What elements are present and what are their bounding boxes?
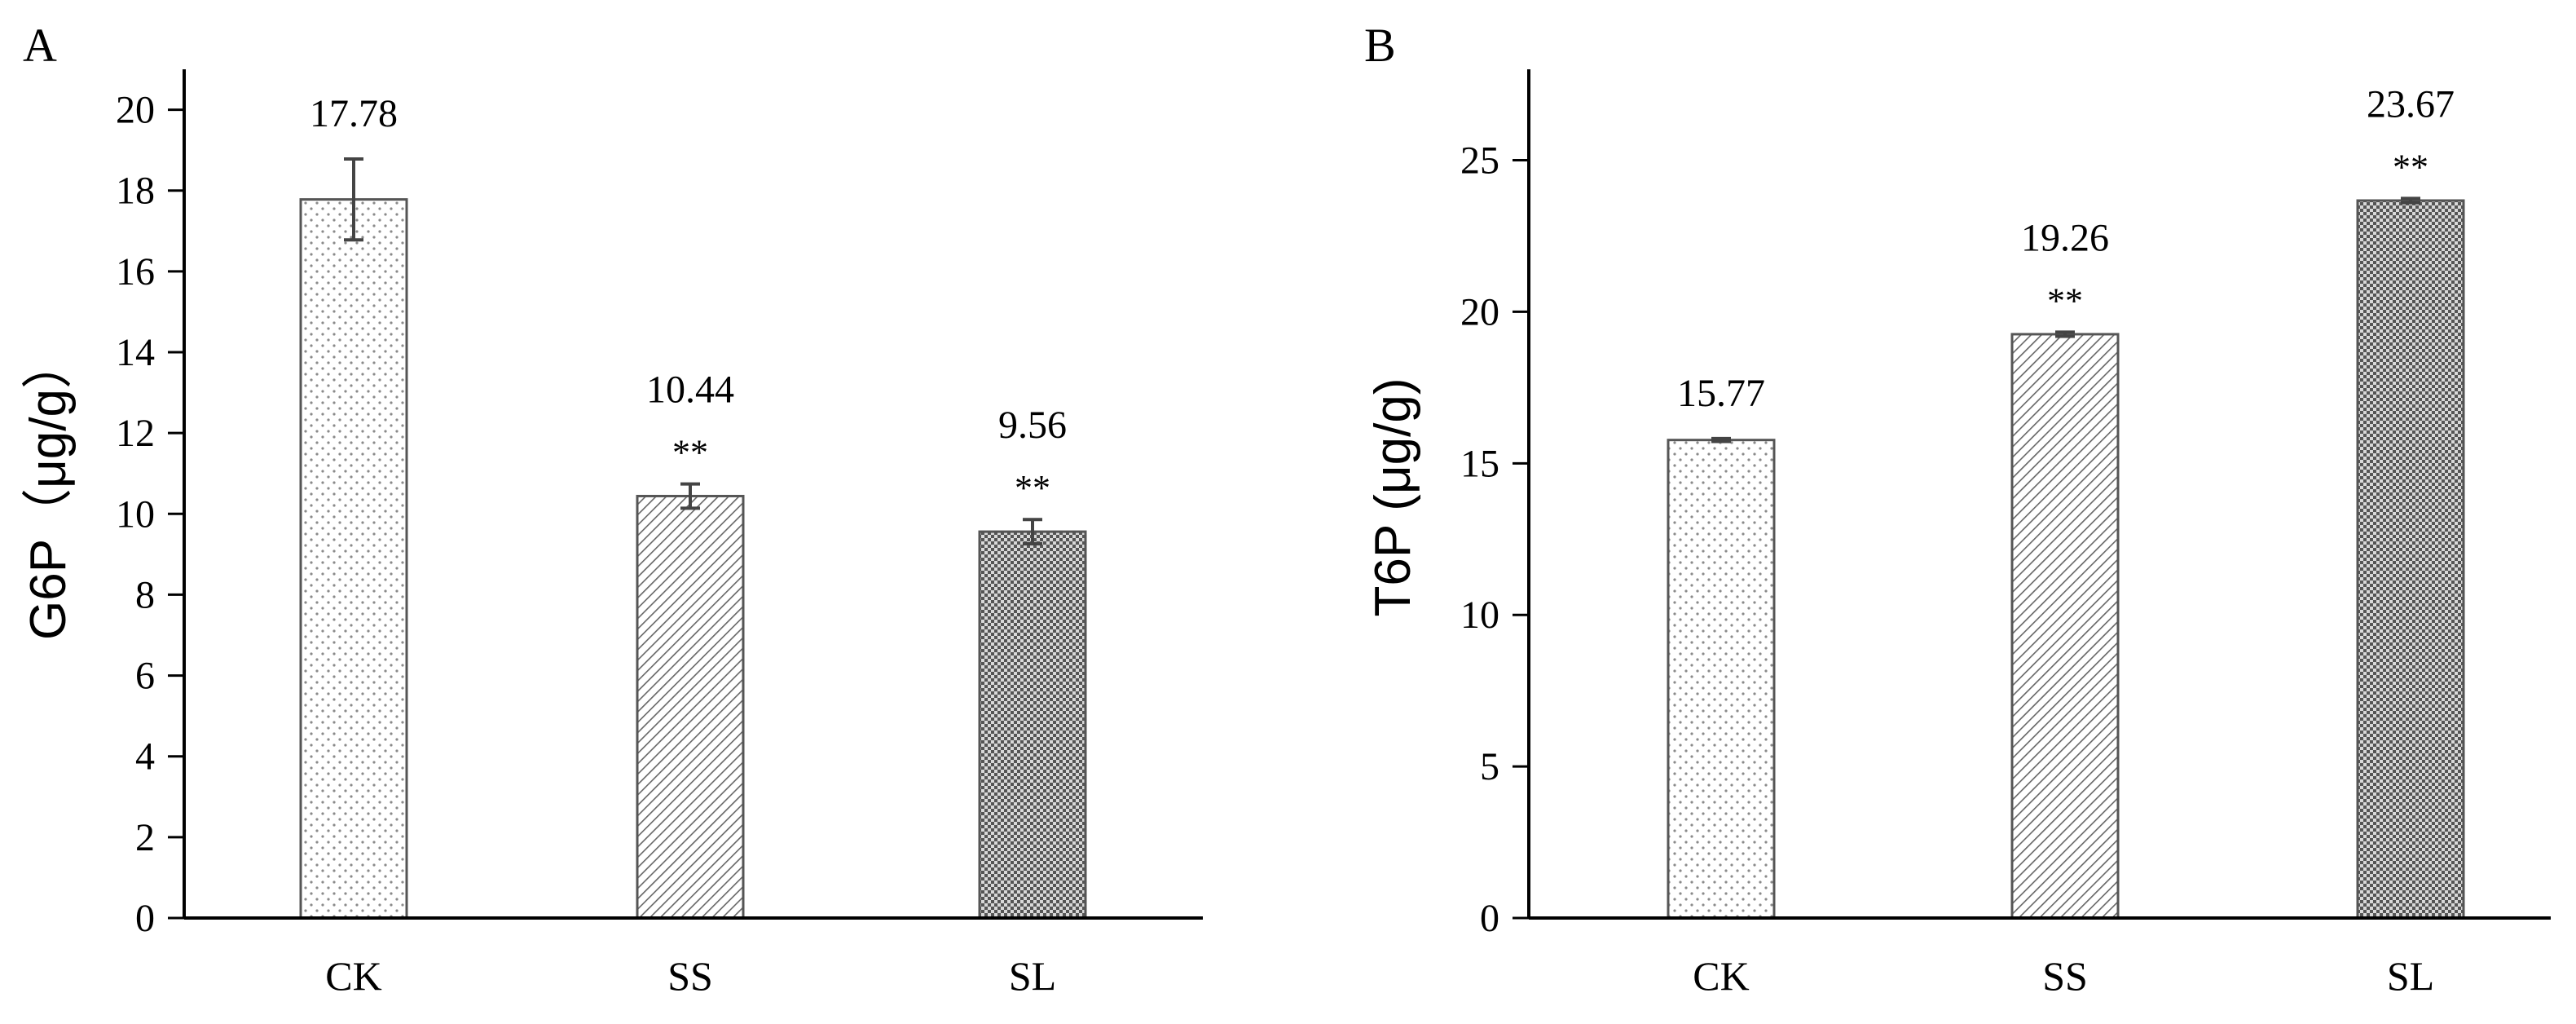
panel-b-bar-ck [1667, 439, 1776, 920]
panel-a-y-tick-label: 4 [135, 735, 155, 779]
panel-a-category-label: SS [667, 953, 713, 999]
panel-a-category-label: SL [1009, 953, 1056, 999]
panel-a-y-tick-label: 14 [116, 331, 155, 374]
panel-a-y-tick-label: 6 [135, 655, 155, 698]
panel-a-value-label: 17.78 [310, 92, 398, 135]
panel-a-label: A [23, 19, 57, 72]
panel-a-y-tick-label: 2 [135, 816, 155, 859]
panel-b-category-label: CK [1693, 953, 1749, 999]
panel-b-error-bar [2055, 330, 2075, 338]
panel-a-error-bar [680, 482, 700, 510]
panel-b-y-tick-label: 0 [1480, 897, 1499, 940]
panel-b-category-label: SL [2387, 953, 2434, 999]
panel-b-y-tick-label: 20 [1460, 290, 1499, 333]
panel-b-error-bar [2401, 196, 2420, 205]
panel-a-error-bar [1023, 518, 1042, 545]
panel-b-significance-mark: ** [2047, 280, 2083, 320]
panel-a-y-tick-label: 16 [116, 250, 155, 294]
panel-b-y-tick-label: 15 [1460, 442, 1499, 485]
panel-b-bar-sl [2356, 199, 2465, 920]
panel-b-chart: B T6P (μg/g) 0 5 10 15 20 25 15.77 CK ** 19.26 SS… [1364, 19, 2551, 999]
panel-a-y-ticks: 0 2 4 6 8 10 12 14 16 18 20 [116, 89, 184, 940]
panel-a-bar-sl [978, 530, 1087, 920]
panel-a-y-tick-label: 12 [116, 412, 155, 455]
panel-b-y-tick-label: 25 [1460, 139, 1499, 183]
panel-b-y-tick-label: 5 [1480, 745, 1499, 788]
panel-a-y-axis-title: G6P（μg/g） [20, 338, 77, 640]
panel-b-value-label: 19.26 [2021, 216, 2109, 259]
panel-a-bar-ss [636, 494, 745, 920]
panel-a-y-tick-label: 18 [116, 170, 155, 213]
panel-b-value-label: 15.77 [1677, 372, 1765, 415]
panel-a-significance-mark: ** [672, 433, 708, 473]
panel-b-bar-ss [2010, 333, 2120, 920]
panel-b-significance-mark: ** [2393, 147, 2428, 187]
panel-a-value-label: 9.56 [998, 404, 1067, 447]
panel-a-y-tick-label: 8 [135, 573, 155, 616]
panel-a-category-label: CK [325, 953, 381, 999]
panel-a-value-label: 10.44 [646, 369, 734, 412]
panel-b-y-ticks: 0 5 10 15 20 25 [1460, 139, 1529, 940]
panel-a-y-tick-label: 20 [116, 89, 155, 132]
panel-b-value-label: 23.67 [2367, 82, 2455, 126]
panel-a-error-bar [344, 157, 363, 242]
panel-b-label: B [1364, 19, 1396, 72]
panel-a-y-tick-label: 10 [116, 492, 155, 536]
panel-b-bars: 15.77 CK ** 19.26 SS ** 23.67 SL [1667, 82, 2465, 999]
panel-b-y-tick-label: 10 [1460, 594, 1499, 637]
panel-b-y-axis-title: T6P (μg/g) [1365, 377, 1421, 616]
panel-a-bar-ck [299, 198, 408, 920]
panel-a-significance-mark: ** [1015, 468, 1050, 508]
panel-b-category-label: SS [2042, 953, 2088, 999]
panel-a-bars: 17.78 CK ** 10.44 SS ** 9.56 SL [299, 92, 1087, 999]
panel-b-error-bar [1711, 436, 1731, 444]
panel-a-y-tick-label: 0 [135, 897, 155, 940]
